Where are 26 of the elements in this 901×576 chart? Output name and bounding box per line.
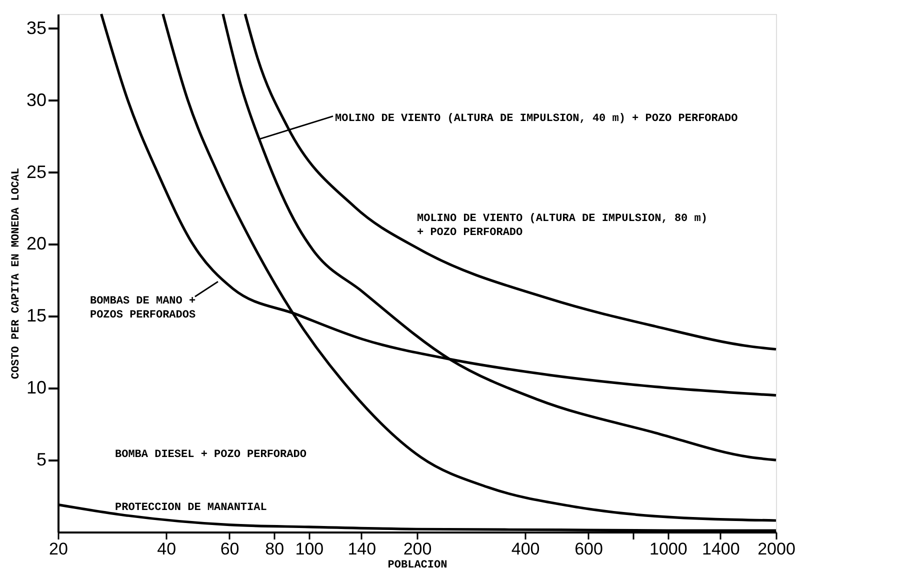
x-tick-label: 400	[511, 540, 540, 558]
annotation: MOLINO DE VIENTO (ALTURA DE IMPULSION, 80 m) + POZO PERFORADO	[417, 213, 708, 239]
x-tick-label: 60	[220, 540, 240, 558]
y-tick-label: 5	[36, 450, 46, 470]
x-tick-label: 600	[574, 540, 603, 558]
annotation: BOMBA DIESEL + POZO PERFORADO	[115, 449, 307, 461]
x-tick-label: 1000	[650, 540, 688, 558]
y-tick-label: 30	[26, 90, 46, 110]
y-tick-label: 25	[26, 162, 46, 182]
x-axis-title: POBLACION	[388, 560, 448, 572]
x-tick-label: 80	[265, 540, 284, 558]
y-tick-label: 20	[26, 234, 46, 254]
annotation: PROTECCION DE MANANTIAL	[115, 502, 268, 514]
x-tick-label: 100	[295, 540, 324, 558]
y-tick-label: 35	[26, 18, 46, 38]
annotation: BOMBAS DE MANO + POZOS PERFORADOS	[90, 296, 196, 322]
x-tick-label: 20	[49, 540, 68, 558]
y-axis-title: COSTO PER CAPITA EN MONEDA LOCAL	[10, 167, 22, 380]
x-tick-label: 1400	[702, 540, 740, 558]
x-tick-label: 2000	[758, 540, 796, 558]
y-tick-label: 10	[26, 378, 46, 398]
x-tick-label: 40	[157, 540, 176, 558]
x-tick-label: 200	[403, 540, 432, 558]
y-tick-label: 15	[26, 306, 46, 326]
x-tick-label: 140	[348, 540, 376, 558]
annotation: MOLINO DE VIENTO (ALTURA DE IMPULSION, 40 m) + POZO PERFORADO	[335, 113, 738, 126]
